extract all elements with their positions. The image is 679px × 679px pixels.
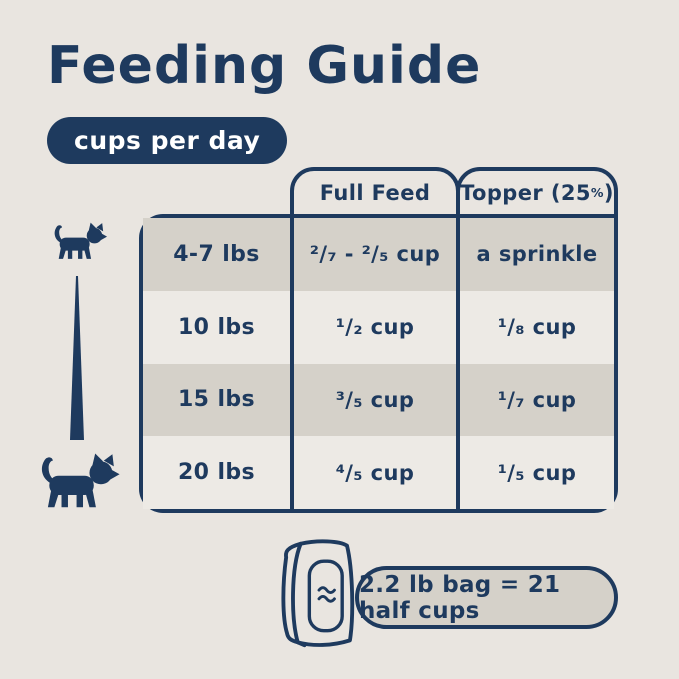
topper-header-paren: ) (603, 180, 614, 205)
bag-equivalence-text: 2.2 lb bag = 21 half cups (359, 571, 561, 624)
topper-cell-4: ¹/₅ cup (460, 436, 614, 509)
cups-per-day-label: cups per day (74, 126, 261, 155)
large-cat-icon (41, 453, 120, 508)
topper-header: Topper (25%) (460, 171, 614, 218)
food-bag-icon (281, 539, 355, 648)
table-row-weight-1: 4-7 lbs (143, 218, 290, 291)
weight-cell: 10 lbs (177, 314, 256, 340)
full-feed-cell-3: ³/₅ cup (294, 363, 456, 437)
weight-column: 4-7 lbs 10 lbs 15 lbs 20 lbs (139, 214, 290, 513)
full-feed-cell-1: ²/₇ - ²/₅ cup (294, 218, 456, 291)
table-row-weight-2: 10 lbs (143, 290, 290, 364)
topper-cell-3: ¹/₇ cup (460, 363, 614, 437)
full-feed-cell-4: ⁴/₅ cup (294, 436, 456, 509)
full-feed-header: Full Feed (294, 171, 456, 218)
full-feed-column: Full Feed ²/₇ - ²/₅ cup ¹/₂ cup ³/₅ cup … (290, 167, 460, 513)
topper-header-text: Topper (25 (460, 180, 591, 205)
cups-per-day-badge: cups per day (47, 117, 288, 164)
full-feed-cell-2: ¹/₂ cup (294, 290, 456, 364)
weight-cell: 4-7 lbs (173, 241, 260, 267)
topper-header-percent: % (590, 185, 604, 200)
page-title: Feeding Guide (47, 36, 482, 96)
topper-cell-1: a sprinkle (460, 218, 614, 291)
size-range-wedge-icon (70, 276, 84, 440)
small-cat-icon (54, 222, 108, 259)
topper-column: Topper (25%) a sprinkle ¹/₈ cup ¹/₇ cup … (456, 167, 618, 513)
weight-cell: 20 lbs (177, 460, 256, 486)
weight-cell: 15 lbs (177, 387, 256, 413)
table-row-weight-4: 20 lbs (143, 436, 290, 509)
table-row-weight-3: 15 lbs (143, 363, 290, 437)
bag-equivalence-badge: 2.2 lb bag = 21 half cups (355, 566, 618, 629)
topper-cell-2: ¹/₈ cup (460, 290, 614, 364)
